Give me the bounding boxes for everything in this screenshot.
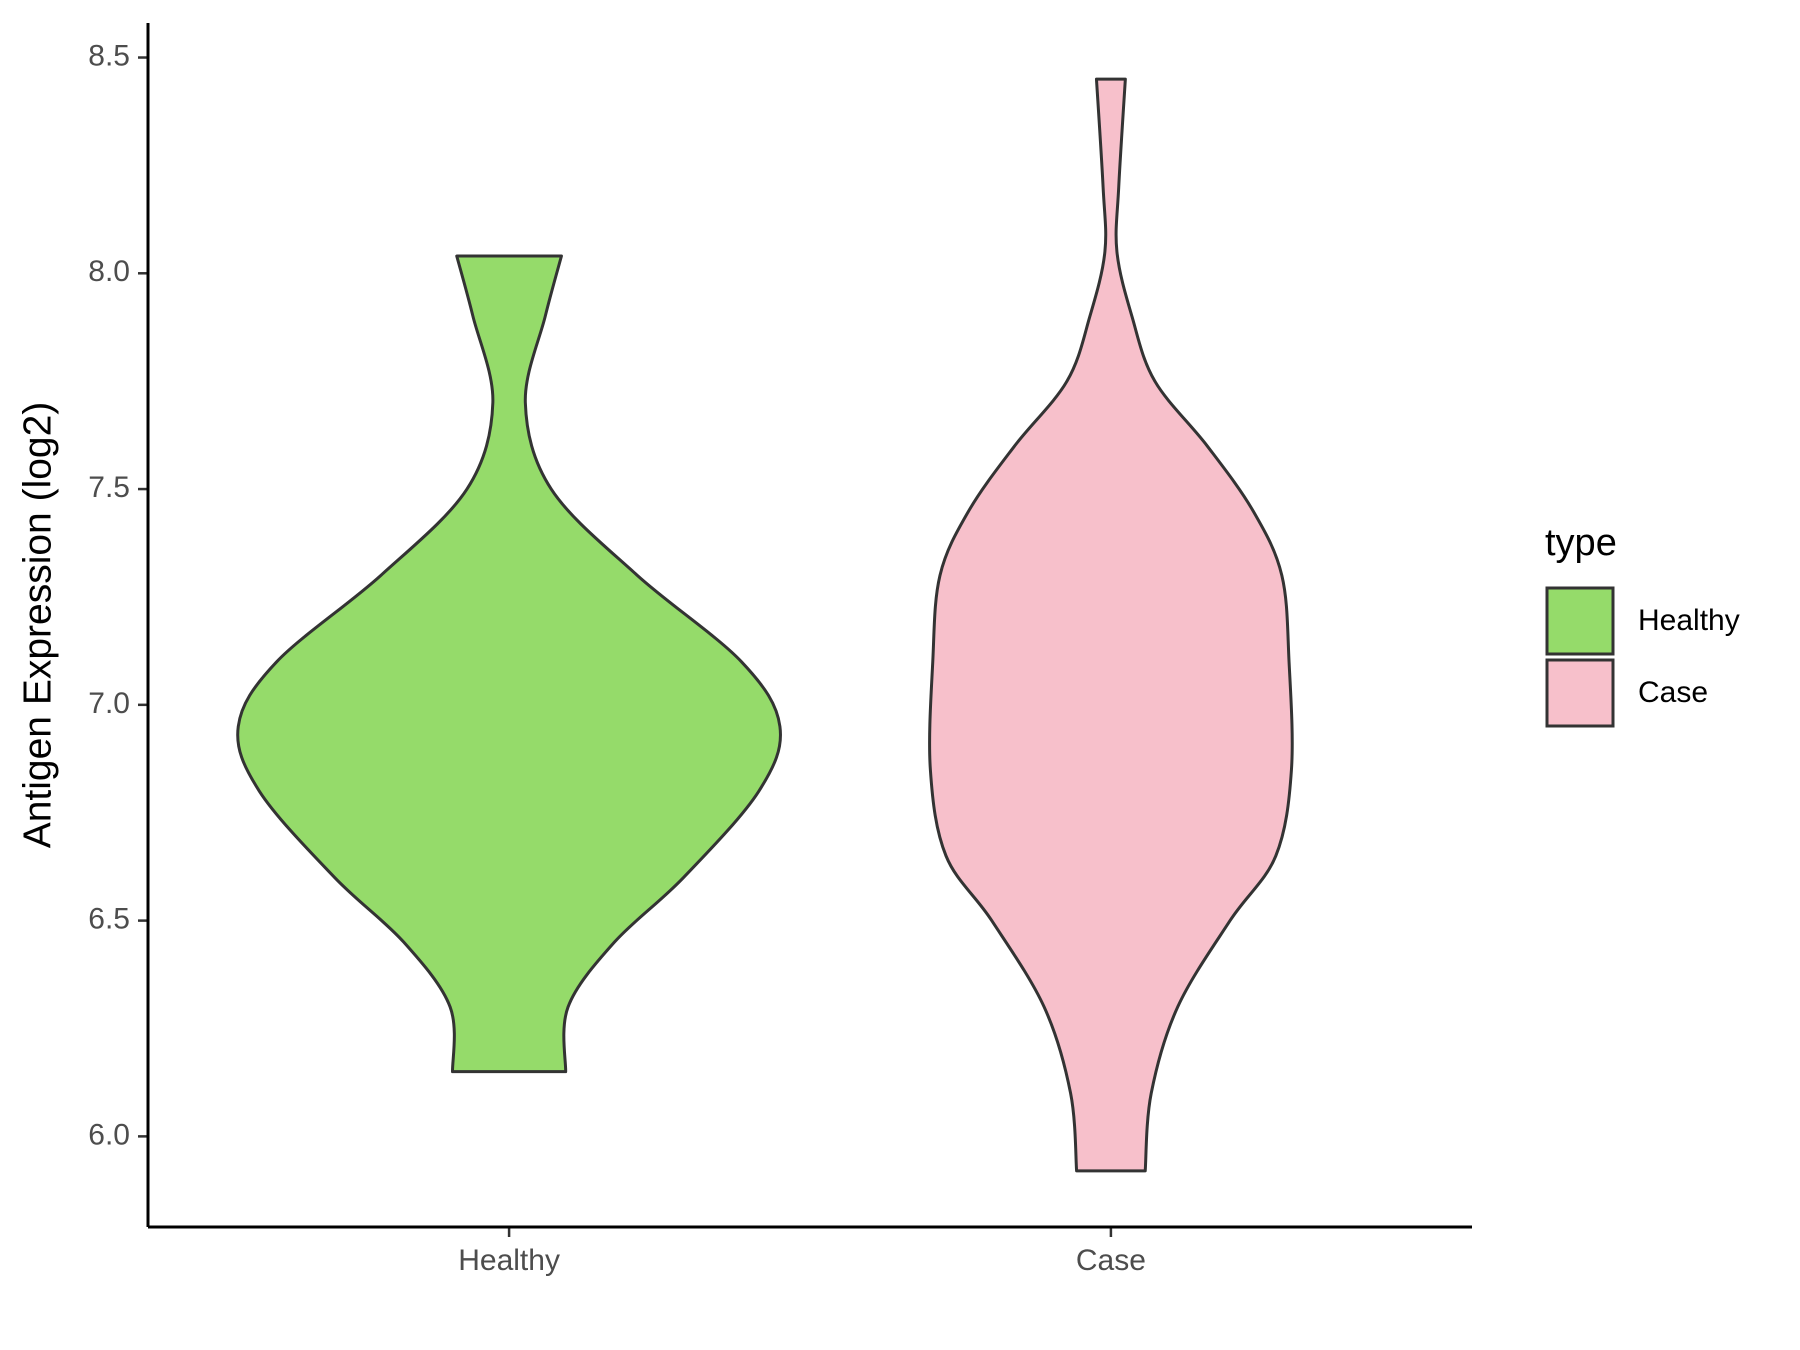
y-tick-label: 8.0 [88, 255, 130, 288]
violin [928, 77, 1294, 1173]
x-tick-label: Case [1076, 1244, 1146, 1277]
legend-key [1545, 586, 1615, 656]
y-tick-label: 8.5 [88, 39, 130, 72]
legend-key [1545, 658, 1615, 728]
y-axis-title: Antigen Expression (log2) [16, 402, 59, 849]
y-tick-label: 6.0 [88, 1118, 130, 1151]
legend-label: Case [1638, 676, 1708, 709]
x-tick-label: Healthy [458, 1244, 560, 1277]
legend-title: type [1545, 522, 1617, 564]
y-tick-label: 7.5 [88, 471, 130, 504]
y-tick-label: 7.0 [88, 687, 130, 720]
violin [236, 254, 782, 1074]
legend-label: Healthy [1638, 604, 1740, 637]
y-tick-label: 6.5 [88, 903, 130, 936]
